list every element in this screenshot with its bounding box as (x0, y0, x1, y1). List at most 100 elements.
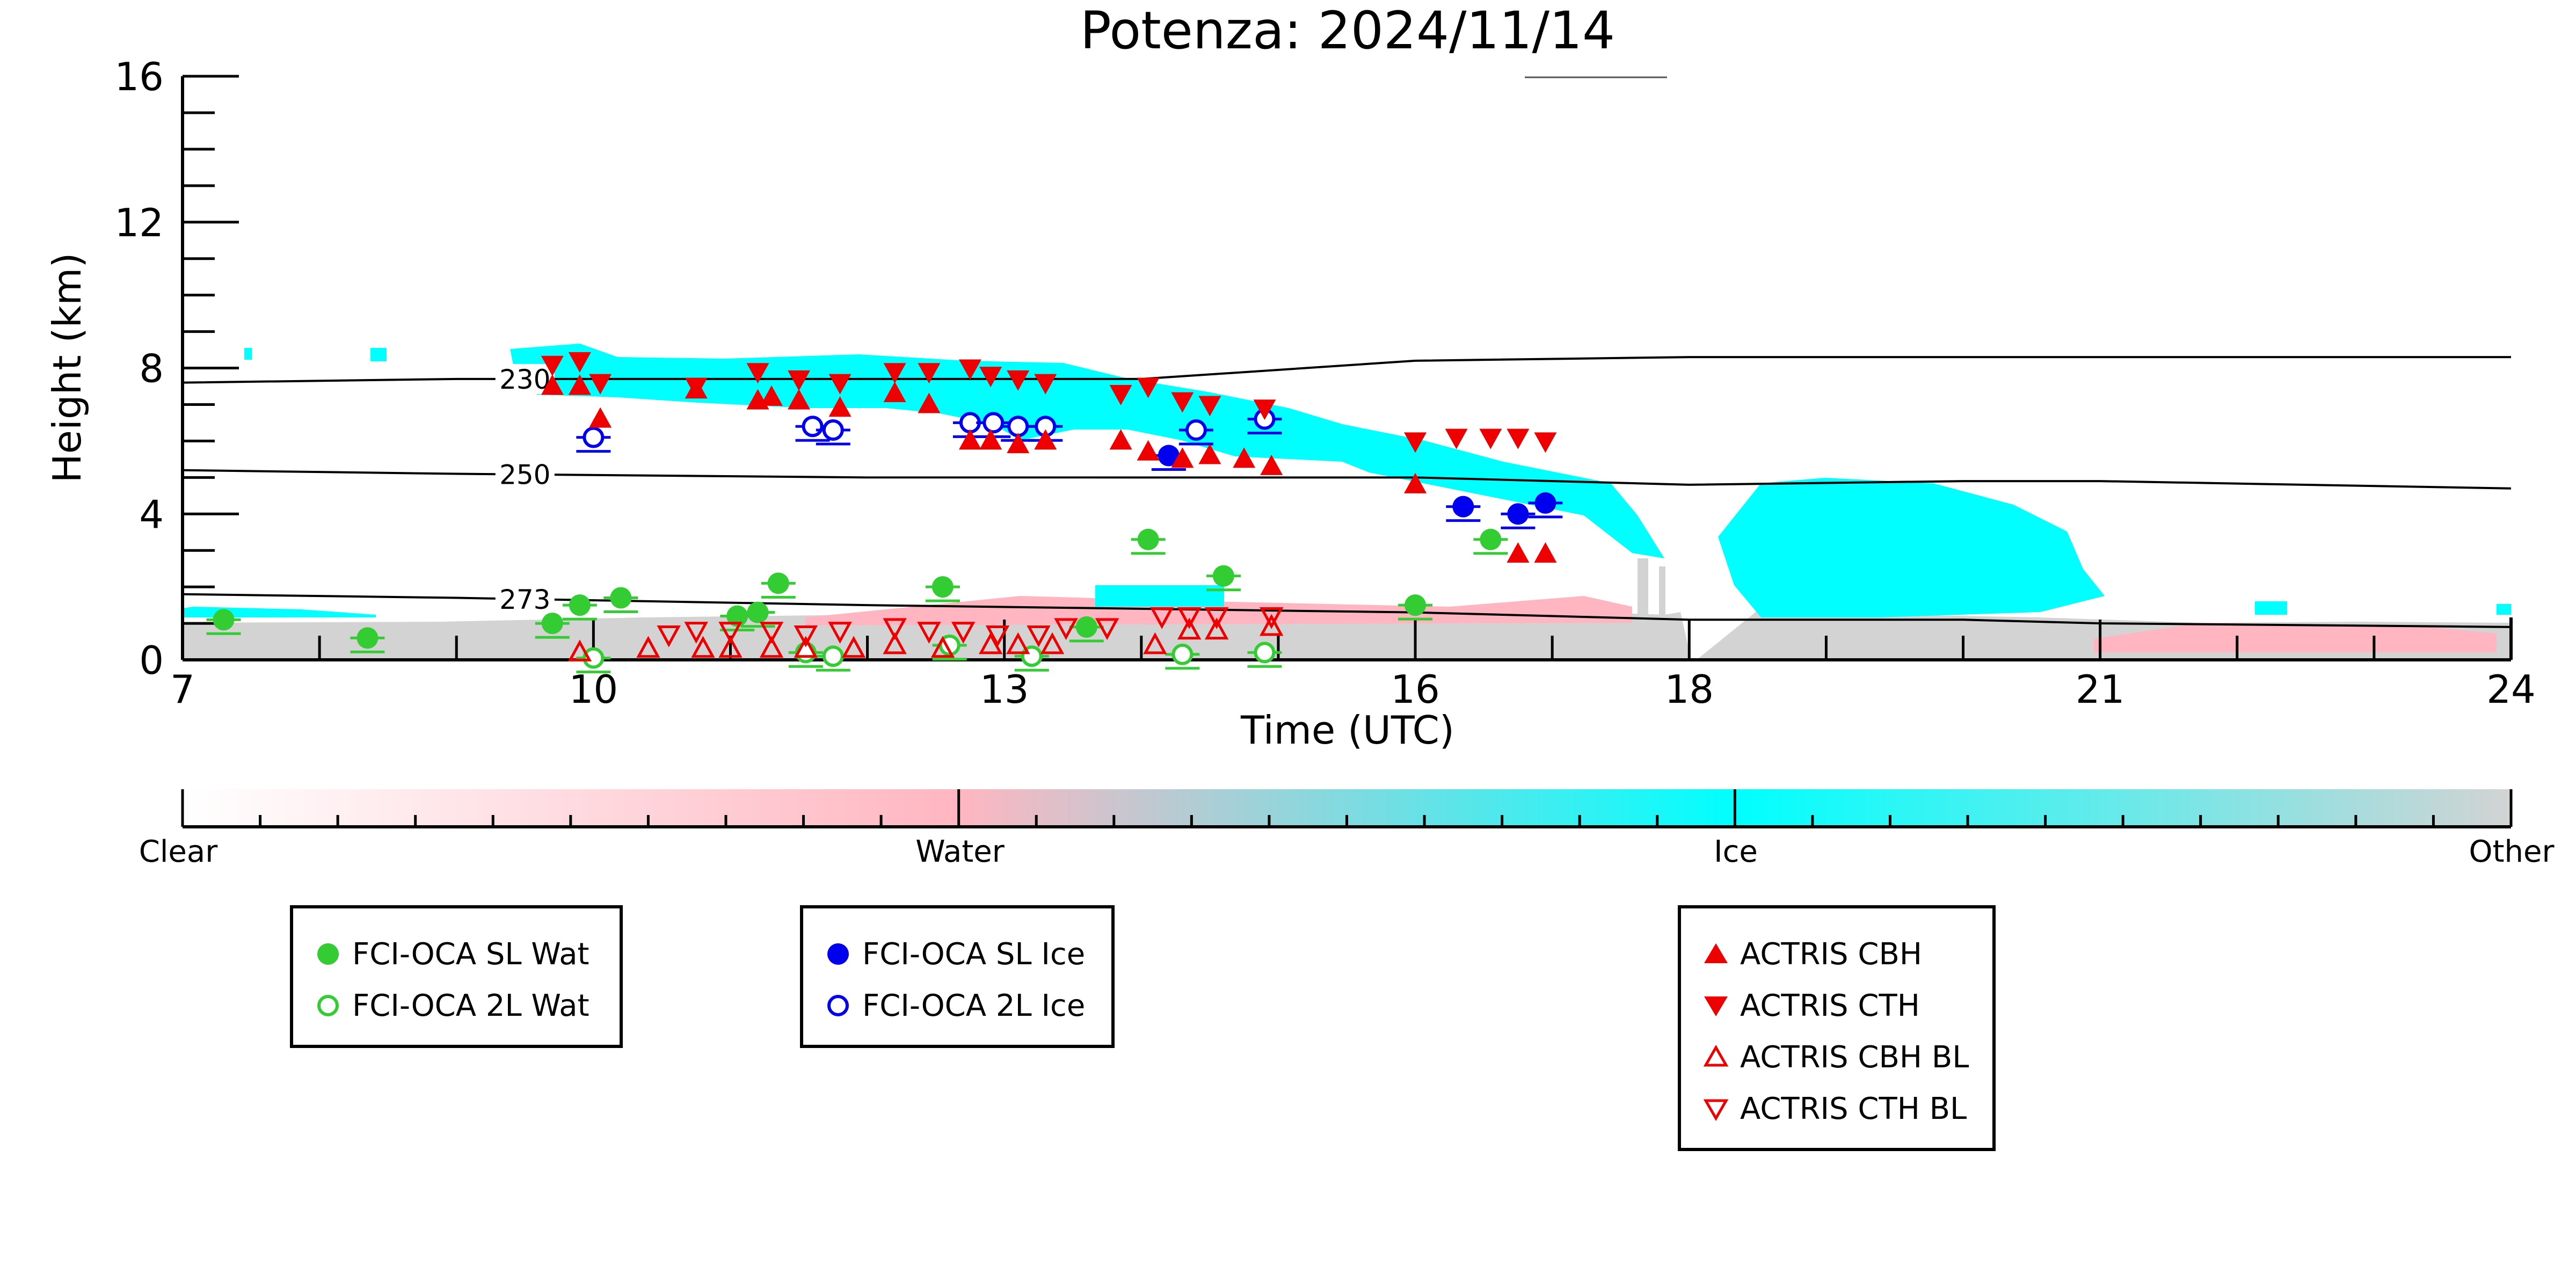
data-point (1171, 392, 1194, 413)
x-axis-ticks: 7 10 13 16 18 21 24 (170, 620, 2536, 712)
y-tick-label: 0 (139, 638, 164, 683)
x-tick-label: 18 (1664, 667, 1714, 712)
data-point (794, 636, 818, 658)
y-tick-label: 12 (114, 200, 164, 245)
isotherm-label: 230 (499, 364, 550, 395)
data-point (718, 636, 743, 658)
data-point (213, 609, 235, 631)
legend-label: ACTRIS CTH (1740, 988, 1920, 1023)
data-point (1253, 399, 1276, 420)
x-tick-label: 13 (980, 667, 1029, 712)
legend-label: FCI-OCA 2L Wat (352, 988, 590, 1023)
data-point (958, 359, 981, 380)
data-point (1006, 632, 1030, 654)
legend-ice: FCI-OCA SL Ice FCI-OCA 2L Ice (800, 905, 1115, 1048)
data-point (569, 594, 591, 616)
legend-water: FCI-OCA SL Wat FCI-OCA 2L Wat (290, 905, 623, 1048)
data-point (1445, 428, 1468, 449)
chart-title: Potenza: 2024/11/14 (1080, 1, 1615, 61)
legend-item-2l-wat: FCI-OCA 2L Wat (304, 981, 590, 1030)
data-point (1259, 614, 1284, 636)
data-point (1171, 447, 1194, 468)
data-point (1212, 565, 1234, 587)
data-point (1034, 374, 1057, 395)
data-point (1027, 625, 1051, 647)
data-point (802, 416, 824, 438)
data-point (1534, 432, 1557, 453)
data-point (589, 374, 612, 395)
y-axis-label: Height (km) (45, 253, 90, 483)
data-point (691, 636, 715, 658)
data-point (1185, 419, 1207, 441)
data-point (822, 419, 844, 441)
x-tick-label: 10 (569, 667, 618, 712)
data-point (930, 636, 955, 658)
y-tick-label: 8 (139, 346, 164, 391)
data-point (978, 632, 1003, 654)
green-open-circle-icon (304, 981, 352, 1030)
data-point (1260, 454, 1283, 475)
isotherm-label: 273 (499, 584, 550, 615)
data-point (726, 605, 748, 627)
legend-label: ACTRIS CTH BL (1740, 1091, 1967, 1126)
data-point (657, 625, 681, 647)
data-point (1507, 503, 1529, 525)
colorbar-label-water: Water (915, 834, 1005, 869)
data-point (883, 618, 907, 641)
data-point (1095, 618, 1119, 641)
data-point (1007, 370, 1030, 391)
data-point (1177, 617, 1202, 640)
blue-open-circle-icon (814, 981, 862, 1030)
data-point (685, 377, 708, 398)
data-point (1259, 607, 1284, 629)
data-point (1007, 433, 1030, 454)
data-markers (206, 352, 1563, 674)
data-point (883, 632, 907, 654)
data-point (1452, 496, 1474, 518)
data-point (1054, 618, 1078, 641)
x-tick-label: 7 (170, 667, 195, 712)
data-point (918, 392, 941, 413)
data-point (568, 374, 591, 395)
data-point (541, 355, 564, 376)
data-point (1177, 607, 1202, 629)
isotherm-label-bg (495, 584, 555, 614)
data-point (759, 622, 784, 644)
x-axis-label: Time (UTC) (1240, 708, 1454, 753)
data-point (841, 636, 866, 658)
data-point (1507, 428, 1530, 449)
data-point (1137, 377, 1160, 398)
data-point (917, 622, 941, 644)
legend-label: FCI-OCA 2L Ice (862, 988, 1086, 1023)
y-axis-ticks: 0 4 8 12 16 (114, 54, 239, 683)
x-tick-label: 21 (2076, 667, 2125, 712)
data-point (747, 601, 769, 623)
data-point (759, 636, 784, 658)
legend-actris: ACTRIS CBH ACTRIS CTH ACTRIS CBH BL ACTR… (1678, 905, 1996, 1151)
data-point (828, 396, 852, 417)
data-point (979, 429, 1002, 450)
data-point (1198, 396, 1221, 417)
data-point (541, 374, 564, 395)
data-point (1198, 443, 1221, 464)
legend-item-sl-ice: FCI-OCA SL Ice (814, 930, 1085, 978)
data-point (610, 587, 632, 609)
legend-label: FCI-OCA SL Ice (862, 936, 1086, 972)
red-triangle-up-icon (1692, 930, 1740, 978)
data-point (1137, 528, 1159, 550)
y-tick-label: 4 (139, 492, 164, 537)
colorbar-label-ice: Ice (1714, 834, 1758, 869)
data-point (1233, 447, 1256, 468)
data-point (1480, 528, 1502, 550)
data-point (1143, 632, 1167, 654)
data-point (828, 622, 852, 644)
data-point (1405, 594, 1427, 616)
data-point (979, 367, 1002, 388)
data-point (788, 370, 811, 391)
data-point (1534, 492, 1556, 514)
legend-item-sl-wat: FCI-OCA SL Wat (304, 930, 590, 978)
data-point (1204, 617, 1229, 640)
legend-item-cth-bl: ACTRIS CTH BL (1692, 1085, 1967, 1133)
data-point (1137, 440, 1160, 461)
red-triangle-down-icon (1692, 981, 1740, 1030)
